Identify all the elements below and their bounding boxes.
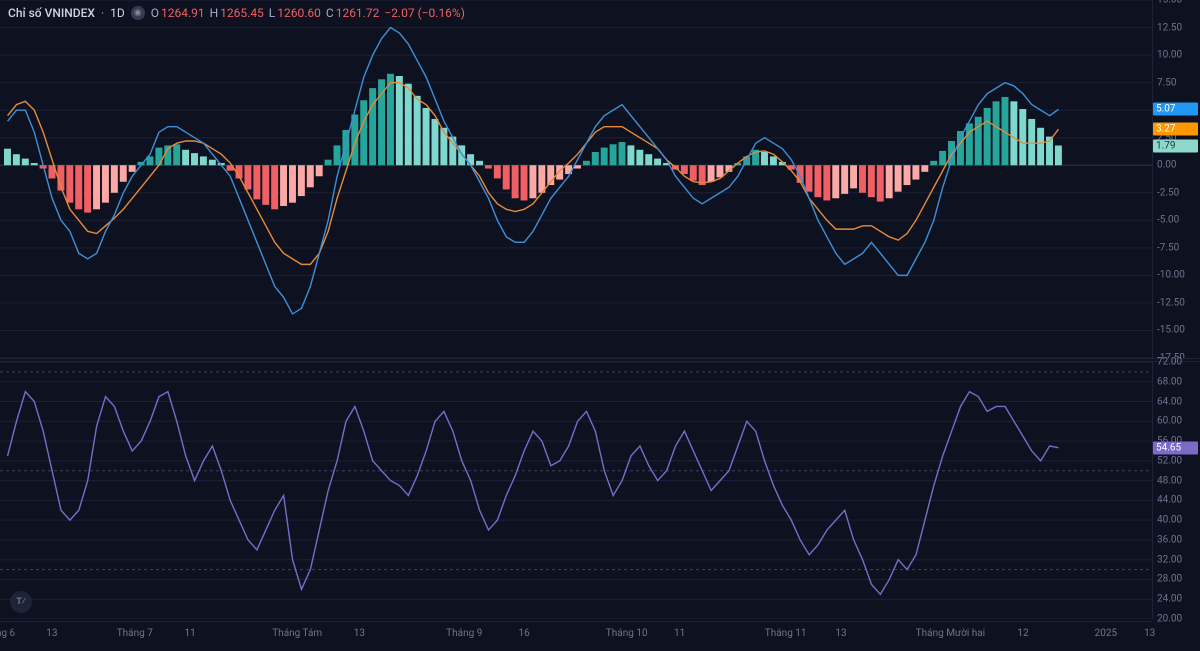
x-tick-label: 12 xyxy=(1017,628,1028,639)
x-tick-label: 11 xyxy=(184,628,195,639)
y-tick-label: 40.00 xyxy=(1157,515,1182,526)
y-tick-label: 36.00 xyxy=(1157,534,1182,545)
timeframe-label[interactable]: 1D xyxy=(110,6,125,20)
y-tick-label: -2.50 xyxy=(1157,187,1179,198)
price-badge: 54.65 xyxy=(1153,441,1198,454)
x-tick-label: 13 xyxy=(1144,628,1155,639)
y-tick-label: -15.00 xyxy=(1157,325,1185,336)
y-tick-label: -5.00 xyxy=(1157,215,1179,226)
x-tick-label: Tháng 11 xyxy=(765,628,807,639)
x-tick-label: 11 xyxy=(674,628,685,639)
y-tick-label: 32.00 xyxy=(1157,554,1182,565)
y-tick-label: 28.00 xyxy=(1157,574,1182,585)
x-tick-label: 13 xyxy=(46,628,57,639)
bottom-price-axis[interactable]: 72.0068.0064.0060.0056.0052.0048.0044.00… xyxy=(1152,362,1200,619)
x-tick-label: Tháng 10 xyxy=(606,628,648,639)
x-tick-label: 16 xyxy=(519,628,530,639)
y-tick-label: 15.00 xyxy=(1157,0,1182,6)
x-tick-label: 2025 xyxy=(1095,628,1117,639)
y-tick-label: 0.00 xyxy=(1157,160,1177,171)
y-tick-label: 64.00 xyxy=(1157,396,1182,407)
y-tick-label: 44.00 xyxy=(1157,495,1182,506)
tradingview-logo-icon[interactable]: T⁄ xyxy=(10,591,32,613)
y-tick-label: 24.00 xyxy=(1157,594,1182,605)
top-price-axis[interactable]: 15.0012.5010.007.505.002.500.00-2.50-5.0… xyxy=(1152,0,1200,358)
y-tick-label: -12.50 xyxy=(1157,297,1185,308)
y-tick-label: 12.50 xyxy=(1157,22,1182,33)
x-tick-label: 13 xyxy=(354,628,365,639)
price-badge: 5.07 xyxy=(1153,103,1198,116)
y-tick-label: 10.00 xyxy=(1157,50,1182,61)
y-tick-label: 52.00 xyxy=(1157,455,1182,466)
x-tick-label: Tháng Tám xyxy=(272,628,322,639)
y-tick-label: 7.50 xyxy=(1157,77,1177,88)
price-badge: 3.27 xyxy=(1153,123,1198,136)
x-tick-label: Tháng 7 xyxy=(117,628,153,639)
symbol-name[interactable]: Chỉ số VNINDEX xyxy=(8,6,95,20)
y-tick-label: -7.50 xyxy=(1157,242,1179,253)
macd-pane[interactable] xyxy=(0,0,1152,358)
time-axis[interactable]: háng 6 13 Tháng 7 11 Tháng Tám 13 Tháng 9 16 Thá… xyxy=(0,621,1152,651)
x-tick-label: Tháng 9 xyxy=(446,628,482,639)
x-tick-label: 13 xyxy=(835,628,846,639)
ohlc-readout: O1264.91 H1265.45 L1260.60 C1261.72 −2.0… xyxy=(151,6,467,20)
x-tick-label: Tháng Mười hai xyxy=(916,628,985,639)
x-tick-label: háng 6 xyxy=(0,628,15,639)
rsi-pane[interactable] xyxy=(0,362,1152,619)
y-tick-label: 72.00 xyxy=(1157,357,1182,368)
chart-header: Chỉ số VNINDEX · 1D ◉ O1264.91 H1265.45 … xyxy=(8,6,467,20)
price-badge: 1.79 xyxy=(1153,139,1198,152)
visibility-icon[interactable]: ◉ xyxy=(131,6,145,20)
y-tick-label: 20.00 xyxy=(1157,614,1182,625)
y-tick-label: -10.00 xyxy=(1157,270,1185,281)
y-tick-label: 68.00 xyxy=(1157,376,1182,387)
y-tick-label: 60.00 xyxy=(1157,416,1182,427)
y-tick-label: 48.00 xyxy=(1157,475,1182,486)
